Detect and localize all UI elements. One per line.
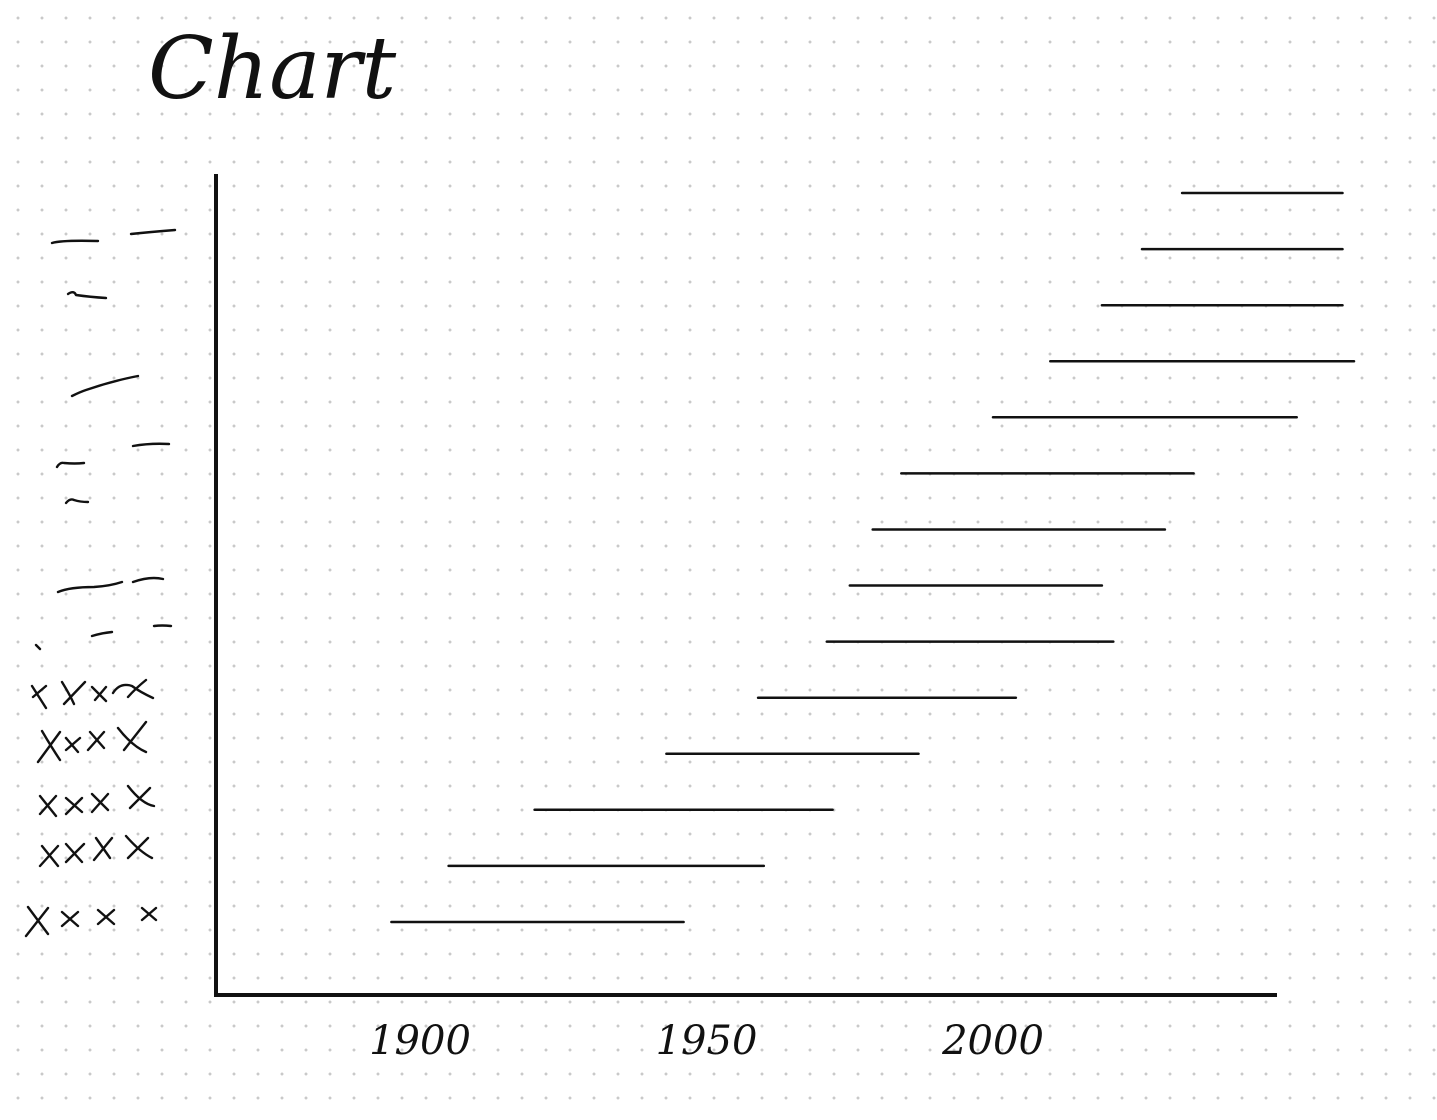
- y-label-scribble: [36, 720, 148, 764]
- y-label-scribble: [24, 905, 158, 938]
- y-label-scribble: [56, 576, 165, 594]
- x-tick-label: 1950: [656, 1018, 758, 1064]
- y-label-scribble: [64, 498, 90, 505]
- y-label-scribble: [50, 228, 177, 245]
- x-tick-label: 1900: [369, 1018, 471, 1064]
- y-label-scribble: [38, 834, 154, 868]
- y-label-scribble: [55, 442, 171, 469]
- y-label-scribble: [30, 678, 155, 710]
- chart-title: Chart: [148, 19, 397, 119]
- y-label-scribble: [38, 784, 156, 818]
- x-tick-labels: 1900 1950 2000: [369, 1018, 1044, 1064]
- x-tick-label: 2000: [941, 1018, 1044, 1064]
- y-category-labels: [24, 228, 177, 938]
- y-label-scribble: [66, 291, 108, 300]
- range-bars: [390, 191, 1356, 924]
- y-label-scribble: [34, 624, 173, 651]
- y-label-scribble: [70, 374, 140, 398]
